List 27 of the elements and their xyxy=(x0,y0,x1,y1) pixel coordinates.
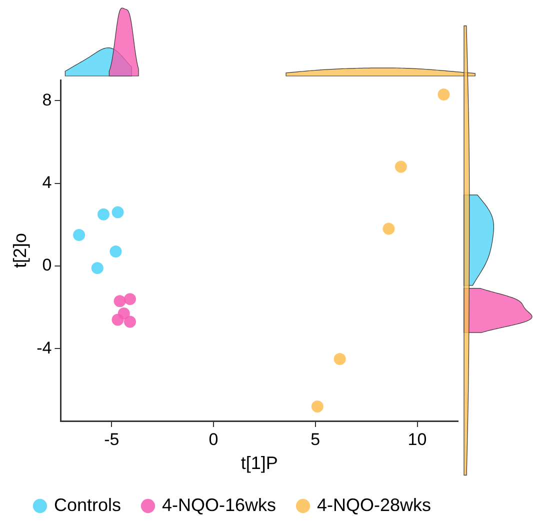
point xyxy=(124,293,136,306)
point xyxy=(394,160,407,173)
legend-label: Controls xyxy=(54,494,121,515)
y-tick-label: 4 xyxy=(42,173,52,192)
x-tick-label: 0 xyxy=(208,430,218,449)
y-tick-label: -4 xyxy=(36,338,52,358)
y-tick-label: 0 xyxy=(42,256,52,275)
point xyxy=(311,400,324,413)
y-tick-label: 8 xyxy=(42,90,52,110)
legend-label: 4-NQO-28wks xyxy=(317,494,432,515)
y-axis-title: t[2]o xyxy=(10,232,30,268)
x-tick-label: -5 xyxy=(104,430,120,449)
point xyxy=(382,222,395,235)
point xyxy=(98,208,110,220)
point xyxy=(114,295,126,308)
x-tick-label: 5 xyxy=(310,430,320,449)
point xyxy=(112,206,124,218)
x-axis-title: t[1]P xyxy=(240,453,278,474)
point xyxy=(124,316,136,328)
point xyxy=(334,353,346,365)
point xyxy=(112,314,124,326)
point xyxy=(91,262,104,274)
point xyxy=(110,246,122,258)
x-tick-label: 10 xyxy=(408,430,427,449)
legend-label: 4-NQO-16wks xyxy=(162,494,276,515)
point xyxy=(73,229,86,241)
point xyxy=(438,88,450,100)
